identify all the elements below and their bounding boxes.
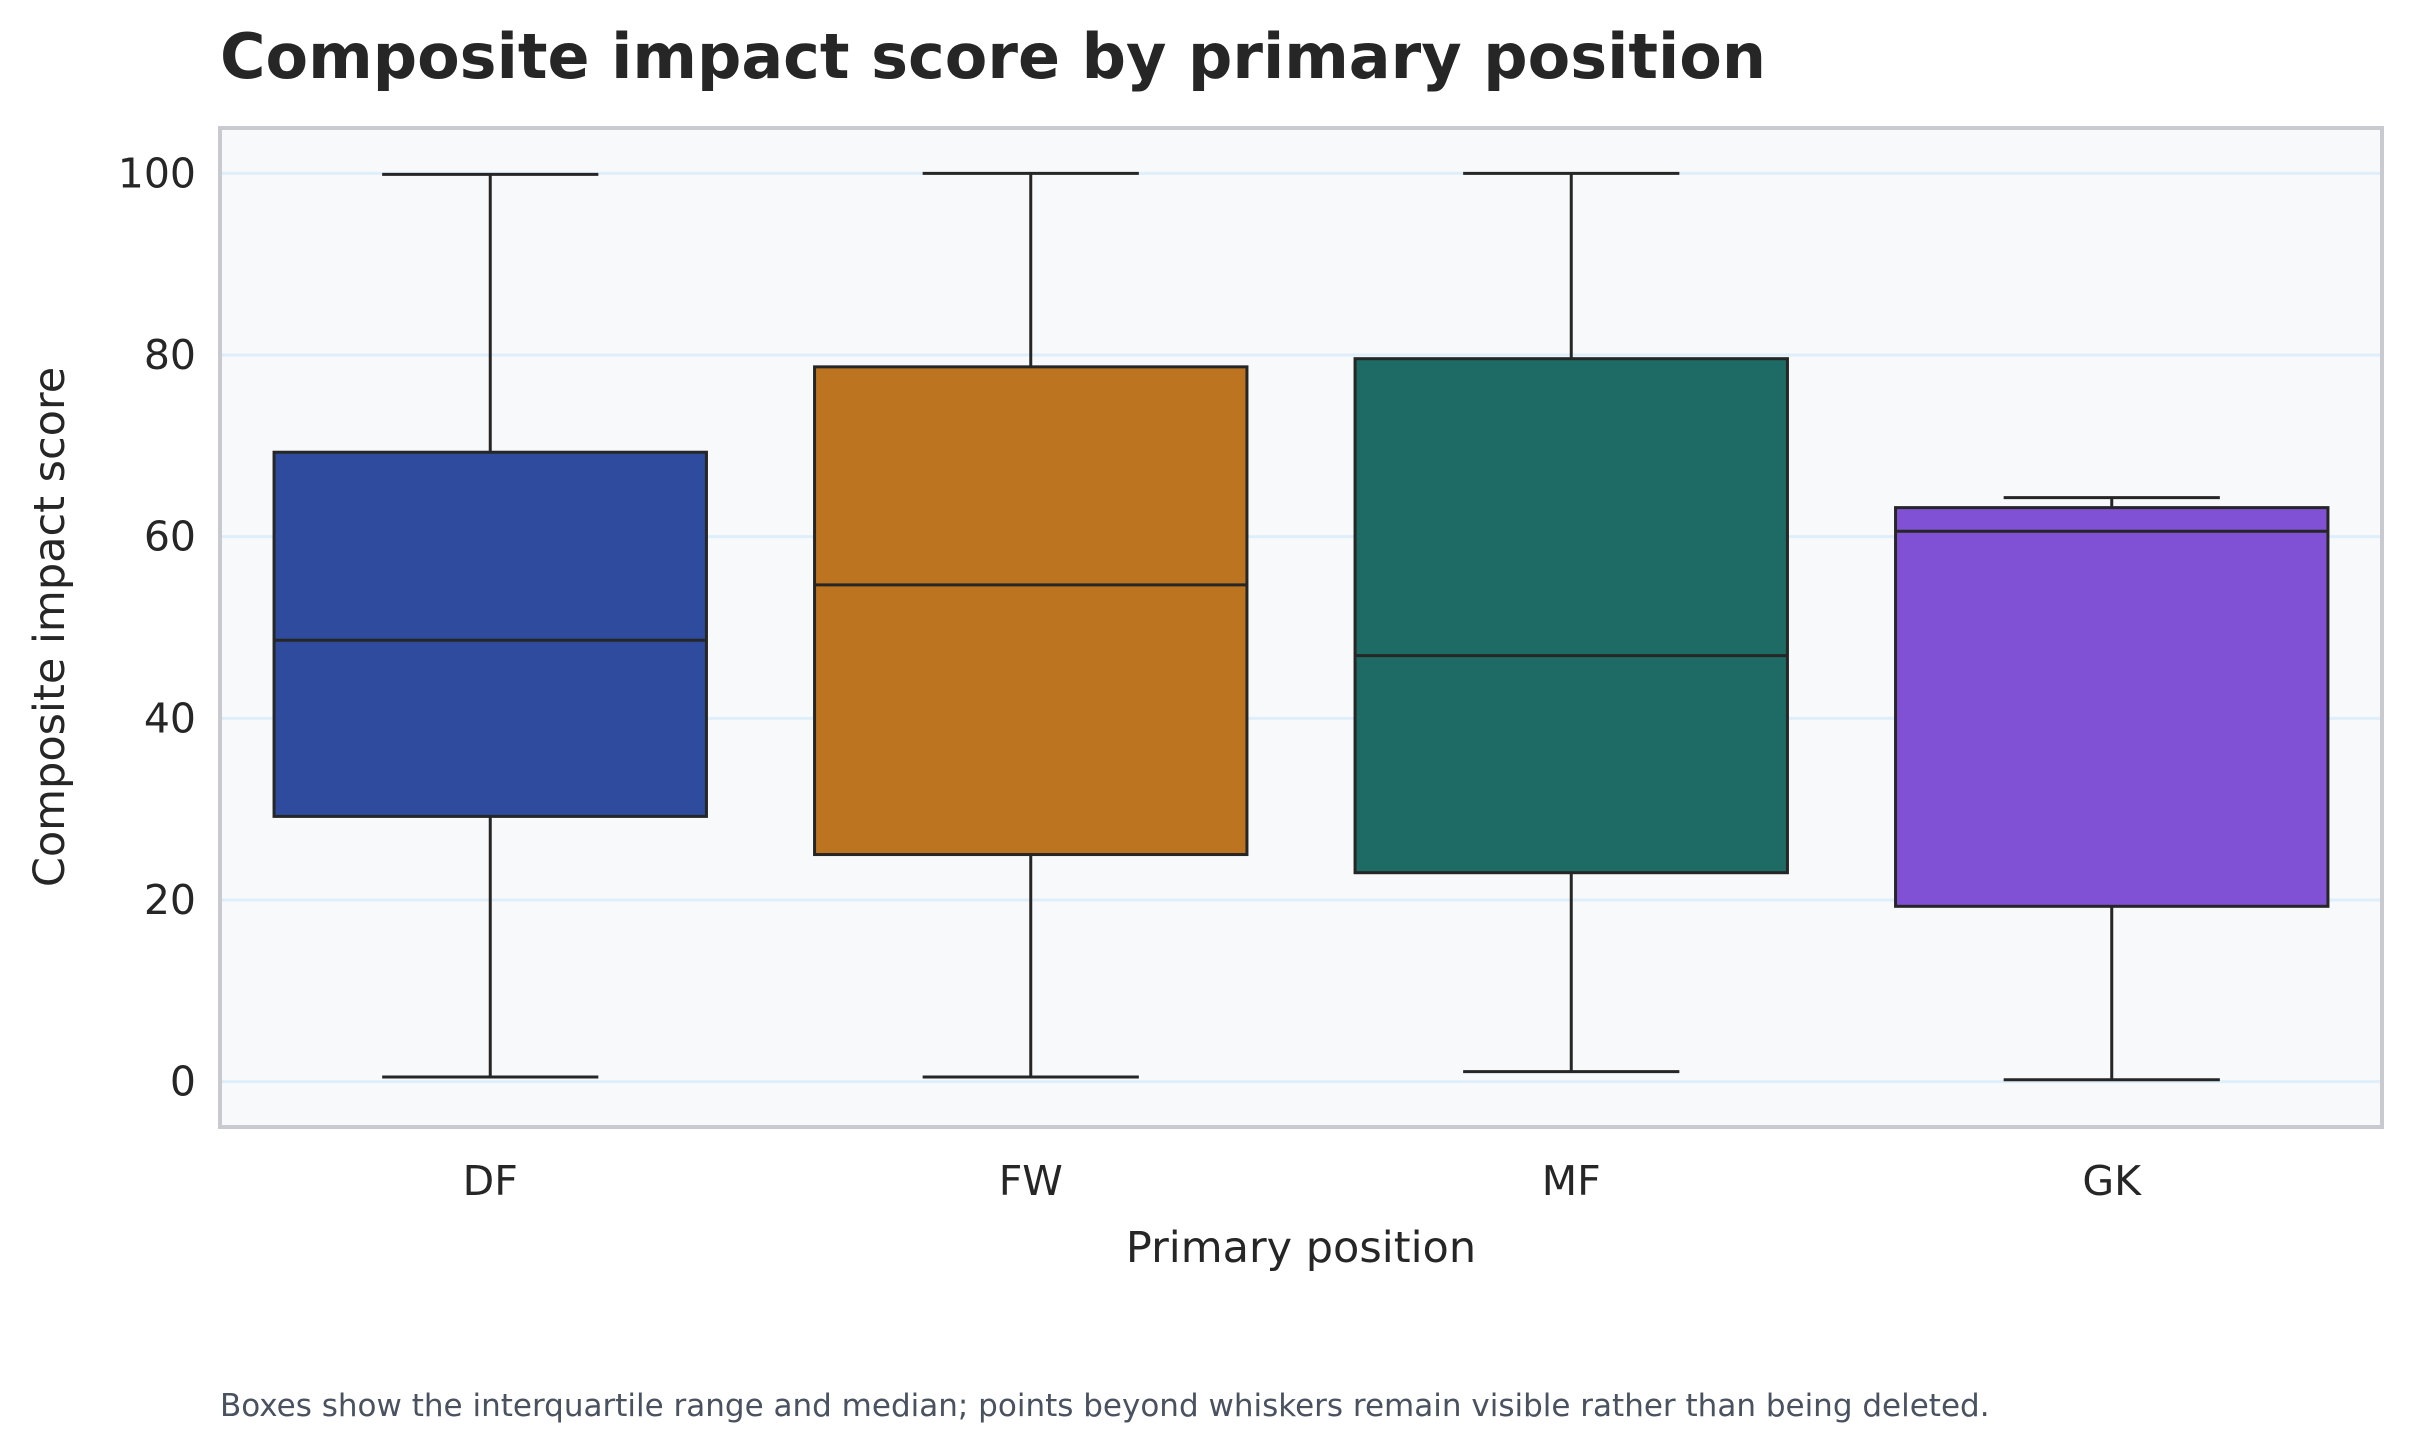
x-tick-label-gk: GK xyxy=(2082,1157,2142,1205)
y-axis-label: Composite impact score xyxy=(25,367,75,887)
x-axis-ticks: DF FW MF GK xyxy=(463,1157,2143,1205)
box-mf xyxy=(1353,171,1789,1074)
box-df xyxy=(272,172,708,1079)
x-tick-label-fw: FW xyxy=(999,1157,1063,1205)
boxes xyxy=(272,171,2330,1082)
y-tick-label-80: 80 xyxy=(144,331,196,379)
y-tick-label-60: 60 xyxy=(144,513,196,561)
y-tick-label-0: 0 xyxy=(170,1058,196,1106)
y-tick-label-40: 40 xyxy=(144,694,196,742)
y-tick-label-20: 20 xyxy=(144,876,196,924)
y-axis-ticks: 0 20 40 60 80 100 xyxy=(118,149,196,1105)
x-tick-label-mf: MF xyxy=(1542,1157,1601,1205)
box-fw xyxy=(813,171,1249,1079)
chart-caption: Boxes show the interquartile range and m… xyxy=(220,1388,1990,1424)
chart-title: Composite impact score by primary positi… xyxy=(220,20,1766,93)
plot-frame xyxy=(218,126,2384,1129)
iqr-box-gk xyxy=(1894,506,2330,908)
iqr-box-mf xyxy=(1353,357,1789,875)
iqr-box-fw xyxy=(813,365,1249,857)
box-gk xyxy=(1894,496,2330,1082)
x-axis-label: Primary position xyxy=(1126,1223,1476,1273)
y-tick-label-100: 100 xyxy=(118,149,196,197)
iqr-box-df xyxy=(272,450,708,818)
x-tick-label-df: DF xyxy=(463,1157,518,1205)
